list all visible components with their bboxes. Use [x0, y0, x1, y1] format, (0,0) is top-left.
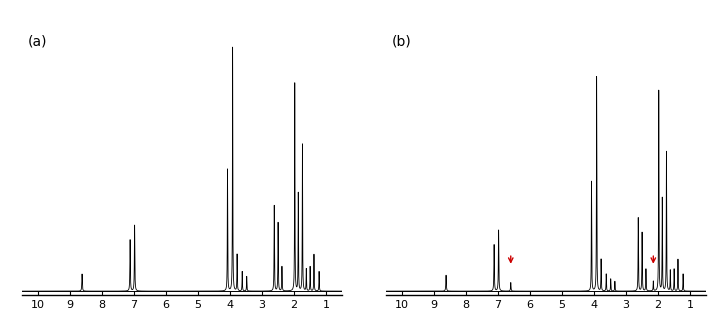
Text: (b): (b) — [392, 35, 412, 49]
Text: (a): (a) — [28, 35, 48, 49]
